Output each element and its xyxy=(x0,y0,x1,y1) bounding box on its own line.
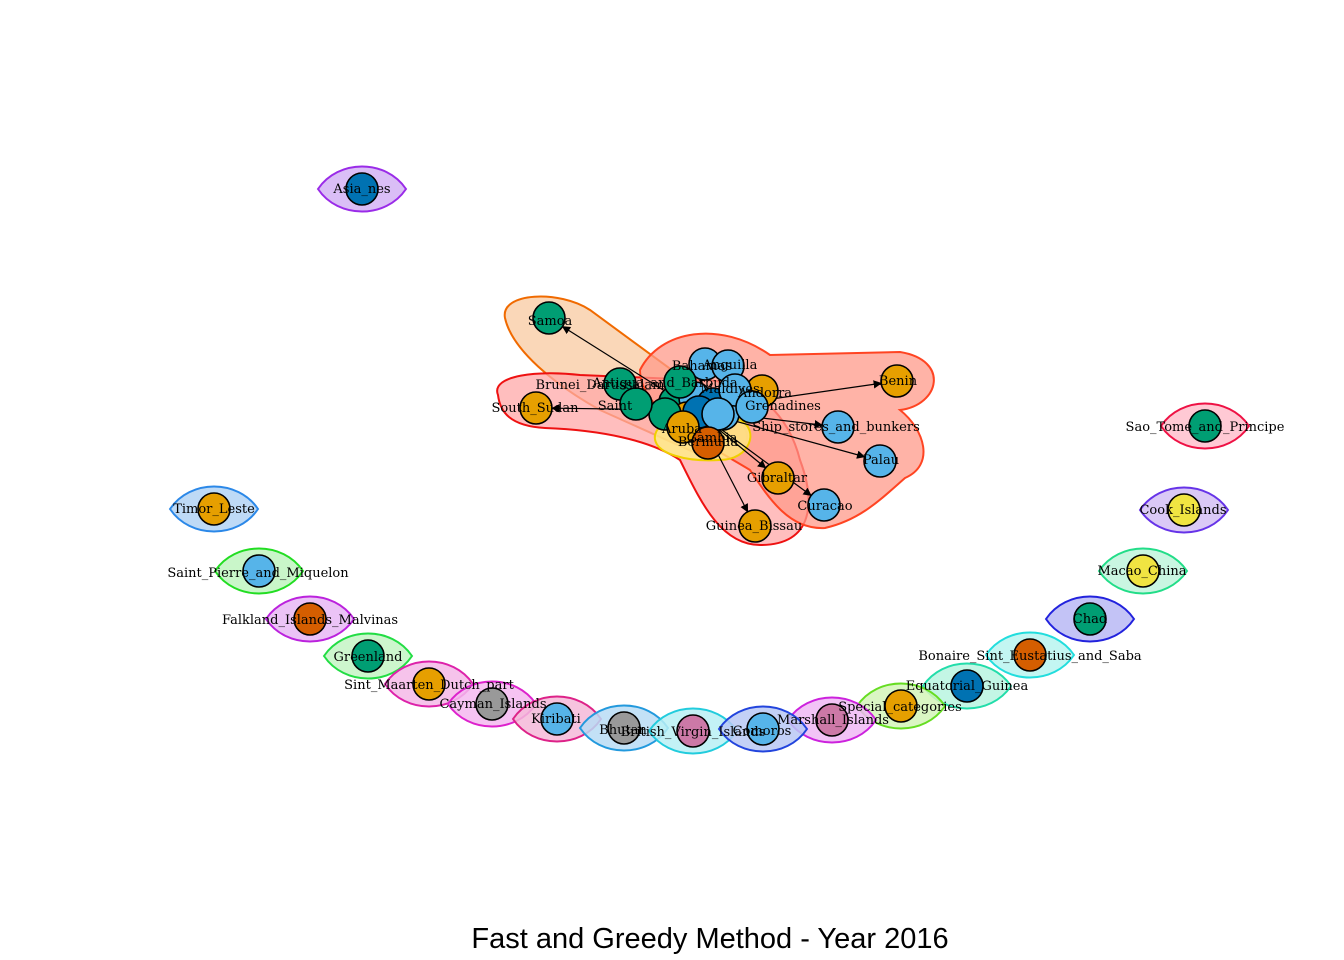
node-label-kiribati: Kiribati xyxy=(531,712,581,727)
node-label-anguilla: Anguilla xyxy=(702,358,758,373)
node-layer xyxy=(197,172,1222,748)
node-label-benin: Benin xyxy=(879,374,918,389)
node-benin xyxy=(880,364,914,398)
node-timor xyxy=(197,492,231,526)
node-label-bvi: British_Virgin_Islands xyxy=(621,725,766,740)
node-grenadines xyxy=(735,390,769,424)
node-special xyxy=(884,689,918,723)
node-cook xyxy=(1167,493,1201,527)
node-aruba xyxy=(666,410,700,444)
node-label-bhutan: Bhutan xyxy=(599,723,647,738)
node-macao xyxy=(1126,554,1160,588)
node-marshall xyxy=(815,703,849,737)
node-label-samoa: Samoa xyxy=(528,314,573,329)
node-southsudan xyxy=(519,391,553,425)
node-label-saint: Saint xyxy=(598,399,633,414)
node-greenland xyxy=(351,639,385,673)
node-bermuda xyxy=(691,426,725,460)
node-label-bahamas: Bahamas xyxy=(672,359,732,374)
node-curacao xyxy=(807,488,841,522)
node-cayman xyxy=(475,687,509,721)
node-bonaire xyxy=(1013,638,1047,672)
node-label-greenland: Greenland xyxy=(334,650,403,665)
node-label-asia: Asia_nes xyxy=(332,182,390,197)
node-falkland xyxy=(293,602,327,636)
node-label-stpierre: Saint_Pierre_and_Miquelon xyxy=(167,566,349,581)
node-label-curacao: Curacao xyxy=(797,499,852,514)
node-bhutan xyxy=(607,711,641,745)
node-label-gibraltar: Gibraltar xyxy=(747,471,808,486)
node-label-brunei: Brunei_Darussalam xyxy=(536,378,665,393)
node-stpierre xyxy=(242,554,276,588)
node-label-falkland: Falkland_Islands_Malvinas xyxy=(222,613,398,628)
node-label-antigua: Antigua_and_Barbuda xyxy=(591,376,738,391)
node-shipstores xyxy=(821,410,855,444)
node-bvi xyxy=(676,714,710,748)
cluster-hull-tomato-community xyxy=(638,332,935,530)
node-gambia xyxy=(701,397,735,431)
node-label-special: Special_categories xyxy=(838,700,962,715)
node-label-comoros: Comoros xyxy=(733,724,792,739)
node-palau xyxy=(863,444,897,478)
node-asia xyxy=(345,172,379,206)
node-label-cook: Cook_Islands xyxy=(1139,503,1226,518)
node-label-bonaire: Bonaire_Sint_Eustatius_and_Saba xyxy=(918,649,1142,664)
node-label-saotome: Sao_Tome_and_Principe xyxy=(1126,420,1285,435)
node-antigua xyxy=(663,365,697,399)
node-label-shipstores: Ship_stores_and_bunkers xyxy=(752,420,920,435)
chart-title: Fast and Greedy Method - Year 2016 xyxy=(471,923,948,955)
node-saint xyxy=(619,387,653,421)
node-label-palau: Palau xyxy=(863,453,899,468)
node-gibraltar xyxy=(761,461,795,495)
node-label-macao: Macao_China xyxy=(1097,564,1186,579)
node-label-guineabissau: Guinea_Bissau xyxy=(706,519,802,534)
node-label-aruba: Aruba xyxy=(661,422,702,437)
node-saotome xyxy=(1188,409,1222,443)
node-label-bermuda: Bermuda xyxy=(678,435,738,450)
node-label-sintmaarten: Sint_Maarten_Dutch_part xyxy=(344,678,514,693)
node-label-grenadines: Grenadines xyxy=(745,399,821,414)
node-label-eqguinea: Equatorial_Guinea xyxy=(906,679,1029,694)
node-label-southsudan: South_Sudan xyxy=(492,401,580,416)
node-kiribati xyxy=(540,702,574,736)
node-chad xyxy=(1073,602,1107,636)
node-label-marshall: Marshall_Islands xyxy=(777,713,889,728)
node-guineabissau xyxy=(738,509,772,543)
node-label-maldives: Maldives xyxy=(700,382,759,397)
node-samoa xyxy=(532,301,566,335)
node-label-timor: Timor_Leste xyxy=(173,502,255,517)
node-label-cayman: Cayman_Islands xyxy=(439,697,546,712)
node-label-gambia: Gambia xyxy=(687,431,738,446)
node-sintmaarten xyxy=(412,667,446,701)
node-label-andorra: Andorra xyxy=(737,386,792,401)
node-comoros xyxy=(746,712,780,746)
node-eqguinea xyxy=(950,669,984,703)
node-label-chad: Chad xyxy=(1073,612,1107,627)
